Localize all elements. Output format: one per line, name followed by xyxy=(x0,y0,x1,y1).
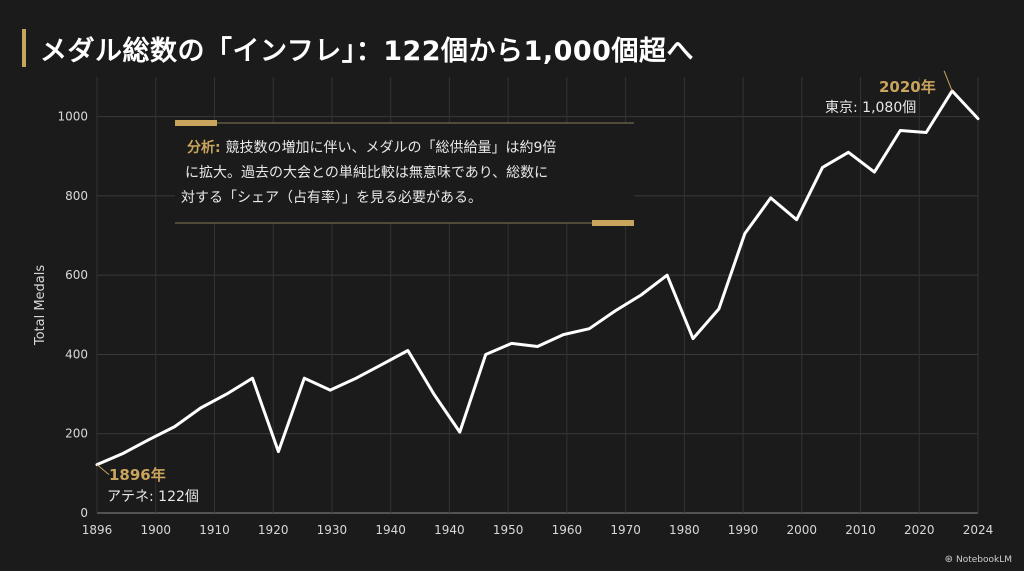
y-tick-label: 600 xyxy=(65,268,88,282)
x-tick-label: 2010 xyxy=(845,523,876,537)
x-tick-label: 1980 xyxy=(669,523,700,537)
analysis-line-3: 対する「シェア（占有率）」を見る必要がある。 xyxy=(181,189,482,206)
x-tick-label: 1900 xyxy=(140,523,171,537)
annotation-leader xyxy=(96,464,110,476)
annotation-leader xyxy=(943,70,953,92)
x-tick-label: 1970 xyxy=(610,523,641,537)
annotation-text-tokyo: 東京: 1,080個 xyxy=(825,100,916,116)
notebook-logo-icon: ⊛ xyxy=(944,554,953,565)
x-tick-label: 1910 xyxy=(199,523,230,537)
y-tick-label: 800 xyxy=(65,189,88,203)
y-tick-label: 200 xyxy=(65,427,88,441)
watermark-text: NotebookLM xyxy=(955,554,1012,565)
series-line xyxy=(95,89,980,467)
analysis-line-2: に拡大。過去の大会との単純比較は無意味であり、総数に xyxy=(185,164,548,181)
x-tick-label: 1920 xyxy=(258,523,289,537)
analysis-label: 分析: xyxy=(187,139,225,156)
y-axis-label: Total Medals xyxy=(33,265,48,347)
x-tick-label: 1940 xyxy=(375,523,406,537)
x-tick-label: 1896 xyxy=(82,523,113,537)
page-title: メダル総数の「インフレ」：122個から1,000個超へ xyxy=(40,35,694,67)
annotation-year-1896: 1896年 xyxy=(109,466,166,484)
x-tick-label: 1990 xyxy=(728,523,759,537)
watermark: ⊛ NotebookLM xyxy=(945,554,1012,565)
x-tick-label: 2024 xyxy=(963,523,994,537)
analysis-line-1: 分析: 競技数の増加に伴い、メダルの「総供給量」は約9倍 xyxy=(187,139,556,156)
annotation-year-2020: 2020年 xyxy=(879,78,936,96)
x-tick-label: 1950 xyxy=(493,523,524,537)
x-tick-label: 1930 xyxy=(317,523,348,537)
analysis-accent-tab xyxy=(175,120,217,126)
y-tick-label: 0 xyxy=(80,506,88,520)
analysis-text: 競技数の増加に伴い、メダルの「総供給量」は約9倍 xyxy=(225,140,556,156)
title-block: メダル総数の「インフレ」：122個から1,000個超へ xyxy=(22,28,694,68)
x-tick-label: 2000 xyxy=(787,523,818,537)
x-tick-label: 1960 xyxy=(552,523,583,537)
analysis-accent-tab xyxy=(592,220,634,226)
y-tick-label: 400 xyxy=(65,347,88,361)
annotation-text-athens: アテネ: 122個 xyxy=(107,489,199,505)
title-accent-bar xyxy=(22,29,26,67)
analysis-box xyxy=(175,123,634,223)
y-tick-label: 1000 xyxy=(57,110,88,124)
x-tick-label: 1940 xyxy=(434,523,465,537)
x-tick-label: 2020 xyxy=(904,523,935,537)
